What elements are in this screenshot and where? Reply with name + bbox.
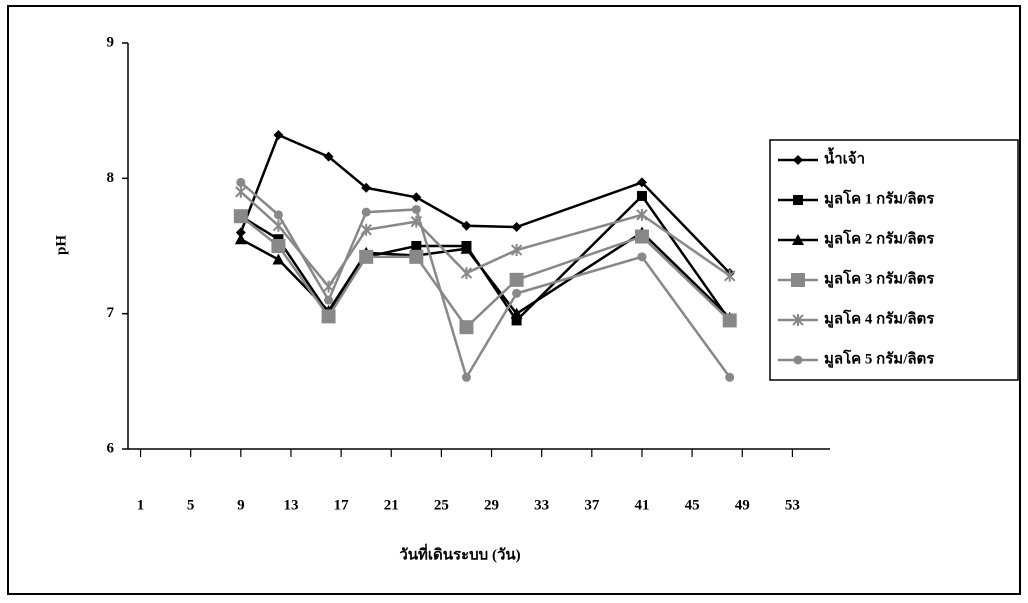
series-line: [241, 182, 730, 377]
data-point: [510, 273, 524, 287]
x-tick-label: 41: [634, 497, 649, 513]
data-point: [635, 230, 649, 244]
data-point: [236, 186, 246, 198]
data-point: [272, 254, 284, 265]
y-tick-label: 8: [107, 170, 115, 186]
x-tick-label: 5: [187, 497, 195, 513]
data-point: [637, 191, 647, 201]
x-tick-label: 13: [283, 497, 298, 513]
legend-label: มูลโค 2 กรัม/ลิตร: [824, 228, 935, 248]
legend-marker: [791, 273, 805, 287]
x-tick-label: 25: [434, 497, 449, 513]
x-tick-label: 17: [334, 497, 350, 513]
data-point: [362, 208, 371, 217]
y-tick-label: 6: [107, 440, 115, 456]
data-point: [725, 373, 734, 382]
legend-marker: [793, 195, 803, 205]
y-axis-label: pH: [53, 235, 69, 255]
legend-label: มูลโค 1 กรัม/ลิตร: [824, 188, 935, 208]
data-point: [411, 192, 421, 202]
x-tick-label: 33: [534, 497, 549, 513]
chart: pH วันที่เดินระบบ (วัน) 6 7 8 9 1 5 9 13 17 21 25 2…: [0, 0, 1028, 603]
data-point: [637, 252, 646, 261]
data-point: [459, 320, 473, 334]
x-tick-label: 29: [484, 497, 499, 513]
x-tick-label: 45: [685, 497, 700, 513]
data-point: [234, 209, 248, 223]
x-tick-label: 49: [735, 497, 750, 513]
x-tick-label: 53: [785, 497, 800, 513]
data-point: [236, 178, 245, 187]
data-point: [412, 205, 421, 214]
y-tick-label: 9: [107, 34, 115, 50]
data-point: [409, 250, 423, 264]
data-point: [462, 373, 471, 382]
x-axis-label: วันที่เดินระบบ (วัน): [399, 543, 520, 563]
data-point: [271, 239, 285, 253]
legend-marker: [794, 356, 803, 365]
data-point: [274, 210, 283, 219]
data-point: [359, 250, 373, 264]
data-point: [461, 221, 471, 231]
y-tick-label: 7: [107, 305, 115, 321]
data-point: [273, 130, 283, 140]
legend-box: [770, 140, 1018, 380]
legend-label: มูลโค 5 กรัม/ลิตร: [824, 348, 935, 368]
data-point: [723, 313, 737, 327]
series-line: [241, 196, 730, 321]
x-tick-label: 1: [137, 497, 145, 513]
data-point: [461, 267, 471, 279]
data-point: [324, 296, 333, 305]
legend-label: มูลโค 3 กรัม/ลิตร: [824, 268, 935, 288]
x-tick-label: 21: [384, 497, 399, 513]
data-point: [322, 309, 336, 323]
data-point: [512, 289, 521, 298]
data-point: [512, 222, 522, 232]
data-point: [725, 270, 735, 282]
series-line: [241, 135, 730, 273]
x-tick-label: 9: [237, 497, 245, 513]
x-tick-label: 37: [584, 497, 600, 513]
legend-label: มูลโค 4 กรัม/ลิตร: [824, 308, 935, 328]
data-point: [235, 233, 247, 244]
